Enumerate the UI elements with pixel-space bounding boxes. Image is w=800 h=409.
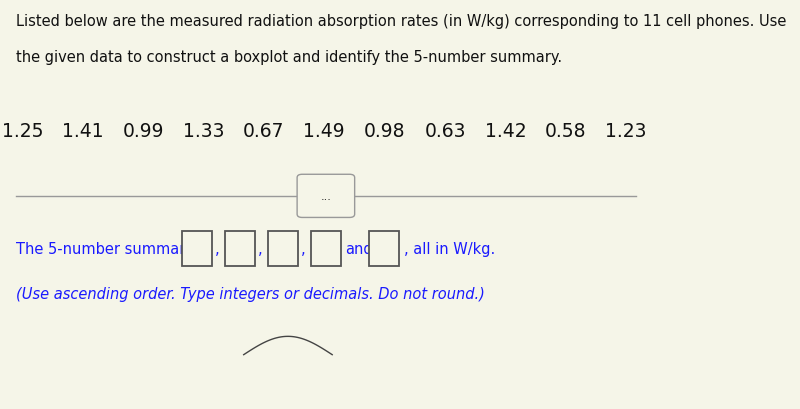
Text: 0.99: 0.99 [122,122,164,141]
Text: 0.58: 0.58 [545,122,586,141]
Text: (Use ascending order. Type integers or decimals. Do not round.): (Use ascending order. Type integers or d… [16,286,485,301]
Text: , all in W/kg.: , all in W/kg. [404,242,495,257]
FancyBboxPatch shape [182,232,212,266]
Text: The 5-number summary is: The 5-number summary is [16,242,215,257]
Text: and: and [345,242,373,257]
FancyBboxPatch shape [297,175,354,218]
Text: the given data to construct a boxplot and identify the 5-number summary.: the given data to construct a boxplot an… [16,50,562,65]
Text: ...: ... [321,191,331,201]
Text: ,: , [258,242,262,257]
Text: 1.25: 1.25 [2,122,43,141]
Text: ,: , [214,242,219,257]
FancyBboxPatch shape [310,232,341,266]
Text: 1.33: 1.33 [182,122,224,141]
FancyBboxPatch shape [369,232,399,266]
FancyBboxPatch shape [268,232,298,266]
Text: 1.23: 1.23 [606,122,647,141]
Text: 1.41: 1.41 [62,122,103,141]
Text: Listed below are the measured radiation absorption rates (in W/kg) corresponding: Listed below are the measured radiation … [16,13,786,29]
Text: ,: , [301,242,306,257]
Text: 1.42: 1.42 [485,122,526,141]
Text: 1.49: 1.49 [303,122,345,141]
Text: 0.63: 0.63 [424,122,466,141]
Text: 0.67: 0.67 [243,122,285,141]
Text: 0.98: 0.98 [364,122,406,141]
FancyBboxPatch shape [225,232,255,266]
